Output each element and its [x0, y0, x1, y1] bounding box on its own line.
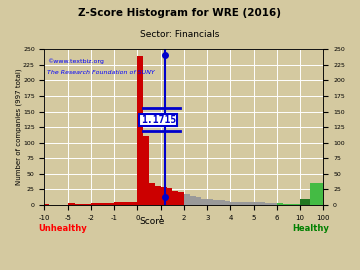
Bar	[225, 201, 230, 205]
Bar	[195, 197, 201, 205]
Bar	[283, 204, 288, 205]
Bar	[155, 186, 161, 205]
Bar	[207, 199, 213, 205]
Bar	[178, 193, 184, 205]
Bar	[68, 203, 76, 205]
Bar	[190, 195, 195, 205]
Bar	[201, 199, 207, 205]
Text: Sector: Financials: Sector: Financials	[140, 30, 220, 39]
Bar	[172, 191, 178, 205]
Bar	[213, 200, 219, 205]
Bar	[167, 188, 172, 205]
Text: ©www.textbiz.org: ©www.textbiz.org	[47, 59, 104, 64]
Bar	[219, 201, 225, 205]
Text: Z-Score Histogram for WRE (2016): Z-Score Histogram for WRE (2016)	[78, 8, 282, 18]
Bar	[242, 202, 248, 205]
Text: Healthy: Healthy	[292, 224, 329, 232]
Bar	[76, 204, 83, 205]
Bar	[91, 203, 114, 205]
Y-axis label: Number of companies (997 total): Number of companies (997 total)	[15, 69, 22, 185]
Bar	[114, 202, 138, 205]
Bar	[288, 204, 294, 205]
X-axis label: Score: Score	[139, 217, 165, 226]
Bar	[143, 136, 149, 205]
Bar	[265, 203, 277, 205]
Bar	[300, 199, 310, 205]
Text: 1.1715: 1.1715	[141, 115, 176, 125]
Bar	[83, 204, 91, 205]
Bar	[248, 202, 254, 205]
Bar	[184, 194, 190, 205]
Bar	[149, 183, 155, 205]
Text: The Research Foundation of SUNY: The Research Foundation of SUNY	[47, 70, 155, 75]
Bar	[310, 183, 323, 205]
Bar	[138, 56, 143, 205]
Bar	[254, 202, 265, 205]
Bar	[277, 203, 283, 205]
Bar	[230, 202, 236, 205]
Bar	[236, 202, 242, 205]
Bar	[45, 204, 49, 205]
Text: Unhealthy: Unhealthy	[39, 224, 87, 232]
Bar	[294, 204, 300, 205]
Bar	[161, 187, 167, 205]
